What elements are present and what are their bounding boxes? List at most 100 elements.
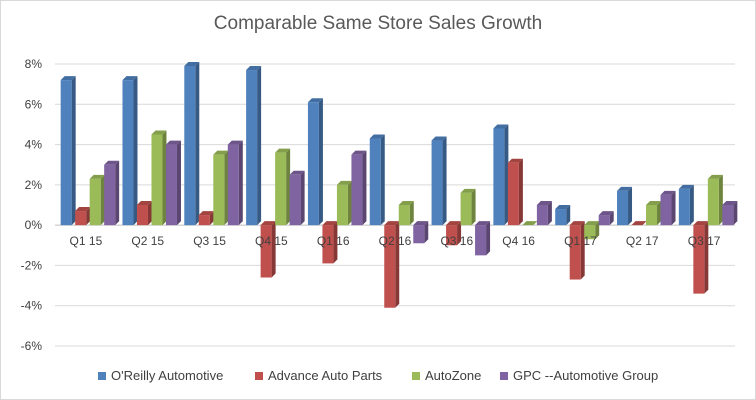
bar-top bbox=[707, 174, 723, 179]
y-tick-label: 0% bbox=[25, 218, 43, 232]
bar-front bbox=[431, 140, 443, 226]
bar-side bbox=[718, 174, 723, 226]
bar bbox=[227, 140, 243, 226]
bar-front bbox=[322, 225, 334, 264]
bar-front bbox=[493, 128, 505, 226]
x-tick-label: Q2 17 bbox=[626, 234, 659, 248]
bar-top bbox=[460, 188, 476, 193]
x-tick-label: Q3 16 bbox=[440, 234, 473, 248]
bar-front bbox=[646, 205, 658, 226]
bar-top bbox=[722, 201, 738, 205]
bar-top bbox=[151, 130, 167, 135]
bar-top bbox=[165, 140, 181, 145]
bar-side bbox=[424, 221, 429, 244]
legend-item: GPC --Automotive Group bbox=[500, 368, 658, 383]
bar-top bbox=[384, 221, 400, 226]
bar bbox=[151, 130, 167, 226]
bar-front bbox=[678, 188, 690, 226]
bar-top bbox=[646, 201, 662, 205]
bar-side bbox=[595, 221, 600, 240]
bar-side bbox=[209, 211, 214, 226]
bar-top bbox=[555, 205, 571, 210]
bar-side bbox=[471, 188, 476, 226]
bar-top bbox=[60, 76, 76, 81]
bar bbox=[165, 140, 181, 226]
bar-front bbox=[475, 225, 487, 256]
bar-top bbox=[227, 140, 243, 145]
bar-side bbox=[671, 190, 676, 226]
bar-front bbox=[151, 134, 163, 226]
bar-front bbox=[446, 225, 458, 246]
bar-side bbox=[238, 140, 243, 226]
bar-side bbox=[286, 148, 291, 226]
bar-side bbox=[86, 207, 91, 226]
bar-side bbox=[271, 221, 276, 278]
x-tick-label: Q1 17 bbox=[564, 234, 597, 248]
bar-side bbox=[71, 76, 76, 226]
chart-title: Comparable Same Store Sales Growth bbox=[214, 13, 542, 34]
bar bbox=[60, 76, 76, 226]
bar-top bbox=[122, 76, 138, 81]
x-tick-label: Q2 16 bbox=[379, 234, 412, 248]
bar bbox=[275, 148, 291, 226]
bar-side bbox=[442, 136, 447, 226]
x-tick-label: Q4 16 bbox=[502, 234, 535, 248]
bar bbox=[75, 207, 91, 226]
bar-front bbox=[369, 138, 381, 226]
bar-side bbox=[609, 211, 614, 226]
bar-top bbox=[89, 174, 105, 179]
bar bbox=[369, 134, 385, 226]
y-axis-ticks: -6% -4% -2% 0% 2% 4% 6% 8% bbox=[21, 57, 43, 353]
bar-side bbox=[486, 221, 491, 256]
bar-front bbox=[60, 80, 72, 226]
bar-front bbox=[336, 184, 348, 226]
bar-top bbox=[617, 186, 633, 191]
bar bbox=[617, 186, 633, 226]
bar-side bbox=[115, 160, 120, 226]
bar-top bbox=[678, 184, 694, 189]
bar-top bbox=[431, 136, 447, 141]
bar bbox=[507, 158, 523, 226]
bar bbox=[351, 150, 367, 226]
bar-front bbox=[122, 80, 134, 226]
bar-side bbox=[195, 62, 200, 226]
bar-side bbox=[409, 201, 414, 226]
bar-top bbox=[398, 201, 414, 205]
bar-front bbox=[89, 178, 101, 226]
bar-front bbox=[707, 178, 719, 226]
bar-top bbox=[569, 221, 585, 226]
bar-side bbox=[689, 184, 694, 226]
y-tick-label: 2% bbox=[25, 178, 43, 192]
bar bbox=[289, 170, 305, 226]
bar-top bbox=[307, 98, 323, 103]
legend-swatch bbox=[98, 372, 106, 380]
legend: O'Reilly Automotive Advance Auto Parts Aut… bbox=[98, 368, 658, 383]
bar-front bbox=[584, 225, 596, 240]
bar-side bbox=[395, 221, 400, 308]
bar-top bbox=[289, 170, 305, 175]
bar-side bbox=[333, 221, 338, 264]
bar-side bbox=[642, 221, 647, 226]
bar-front bbox=[398, 205, 410, 226]
y-tick-label: 4% bbox=[25, 138, 43, 152]
bar-front bbox=[75, 211, 87, 226]
bar-side bbox=[628, 186, 633, 226]
y-tick-label: -2% bbox=[21, 258, 43, 272]
y-tick-label: -6% bbox=[21, 339, 43, 353]
x-axis-ticks: Q1 15 Q2 15 Q3 15 Q4 15 Q1 16 Q2 16 Q3 16 Q4 16… bbox=[70, 234, 721, 248]
bar bbox=[707, 174, 723, 226]
bar-top bbox=[598, 211, 614, 216]
bar bbox=[693, 221, 709, 294]
bar-front bbox=[569, 225, 581, 280]
bar bbox=[413, 221, 429, 244]
bar bbox=[522, 221, 538, 226]
bar-side bbox=[257, 66, 262, 226]
x-tick-label: Q1 15 bbox=[70, 234, 103, 248]
bar-front bbox=[184, 66, 196, 226]
bar bbox=[569, 221, 585, 280]
legend-item: Advance Auto Parts bbox=[255, 368, 383, 383]
legend-swatch bbox=[255, 372, 263, 380]
bar-top bbox=[693, 221, 709, 226]
bar-front bbox=[598, 215, 610, 226]
bar bbox=[678, 184, 694, 226]
